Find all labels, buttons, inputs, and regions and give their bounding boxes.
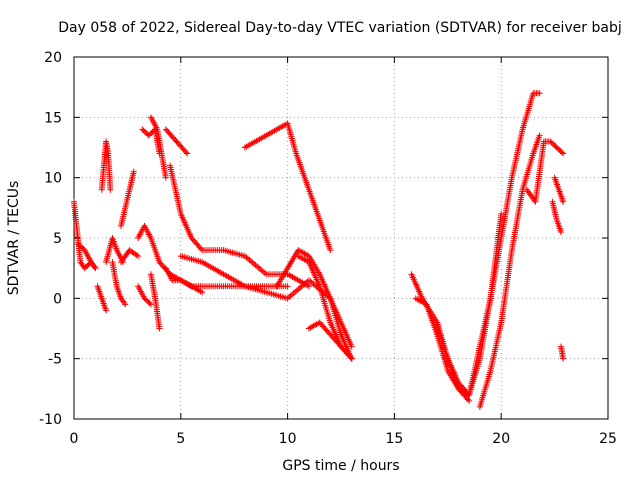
y-tick-label: 10 <box>44 171 62 187</box>
data-point <box>184 150 191 157</box>
series-arc-ad <box>558 343 567 362</box>
data-point <box>156 325 163 332</box>
series-arc-m <box>147 271 163 332</box>
data-point <box>133 252 140 259</box>
data-point <box>536 132 543 139</box>
series-arc-e <box>103 235 127 266</box>
data-point <box>560 150 567 157</box>
series-arc-n <box>162 126 191 157</box>
x-tick-label: 15 <box>385 431 403 447</box>
y-tick-label: 15 <box>44 110 62 126</box>
x-tick-label: 0 <box>70 431 79 447</box>
x-tick-label: 5 <box>176 431 185 447</box>
y-tick-label: -10 <box>39 412 62 428</box>
data-point <box>162 174 169 181</box>
series-arc-ac <box>551 174 567 205</box>
y-axis-label: SDTVAR / TECUs <box>6 181 22 296</box>
x-tick-label: 20 <box>492 431 510 447</box>
x-tick-label: 10 <box>279 431 297 447</box>
y-tick-label: -5 <box>48 352 62 368</box>
series-arc-r <box>241 120 334 254</box>
data-point <box>466 397 473 404</box>
data-point <box>107 186 114 193</box>
data-point <box>199 289 206 296</box>
x-tick-label: 25 <box>599 431 617 447</box>
data-point <box>348 343 355 350</box>
series-arc-c <box>94 283 110 314</box>
series-arc-z <box>476 132 543 410</box>
data-point <box>558 228 565 235</box>
data-point <box>558 149 565 156</box>
series-arc-i <box>135 283 154 308</box>
series-arc-u <box>305 319 355 362</box>
series-arc-p <box>167 162 312 290</box>
data-point <box>147 301 154 308</box>
x-axis-label: GPS time / hours <box>282 458 399 474</box>
series-arc-q <box>177 253 355 350</box>
series-arc-l <box>147 114 169 181</box>
series-arc-aa <box>523 138 567 205</box>
chart-title: Day 058 of 2022, Sidereal Day-to-day VTE… <box>58 20 621 36</box>
data-point <box>122 301 129 308</box>
data-point <box>536 90 543 97</box>
series-arc-b <box>75 241 99 272</box>
data-points <box>71 90 567 410</box>
series-arc-f <box>109 259 129 308</box>
y-tick-label: 0 <box>53 291 62 307</box>
axis-ticks: 0 5 10 15 20 25 -10 -5 0 5 10 15 20 <box>39 50 617 447</box>
y-tick-label: 5 <box>53 231 62 247</box>
data-point <box>284 283 291 290</box>
series-arc-d <box>98 138 114 193</box>
y-tick-label: 20 <box>44 50 62 66</box>
series-arc-ab <box>549 198 565 235</box>
data-point <box>560 355 567 362</box>
data-point <box>197 245 204 252</box>
series-arc-x <box>434 210 505 398</box>
series-arc-a <box>71 198 99 272</box>
data-point <box>103 307 110 314</box>
data-point <box>130 168 137 175</box>
data-point <box>135 253 142 260</box>
data-point <box>347 354 354 361</box>
data-point <box>498 210 505 217</box>
series-arc-g <box>117 168 137 229</box>
data-point <box>92 265 99 272</box>
data-point <box>305 283 312 290</box>
data-point <box>146 300 153 307</box>
data-point <box>183 149 190 156</box>
data-point <box>348 355 355 362</box>
data-point <box>560 198 567 205</box>
series-arc-h <box>117 247 142 266</box>
data-point <box>464 396 471 403</box>
data-point <box>327 247 334 254</box>
series-arc-y <box>466 90 543 398</box>
